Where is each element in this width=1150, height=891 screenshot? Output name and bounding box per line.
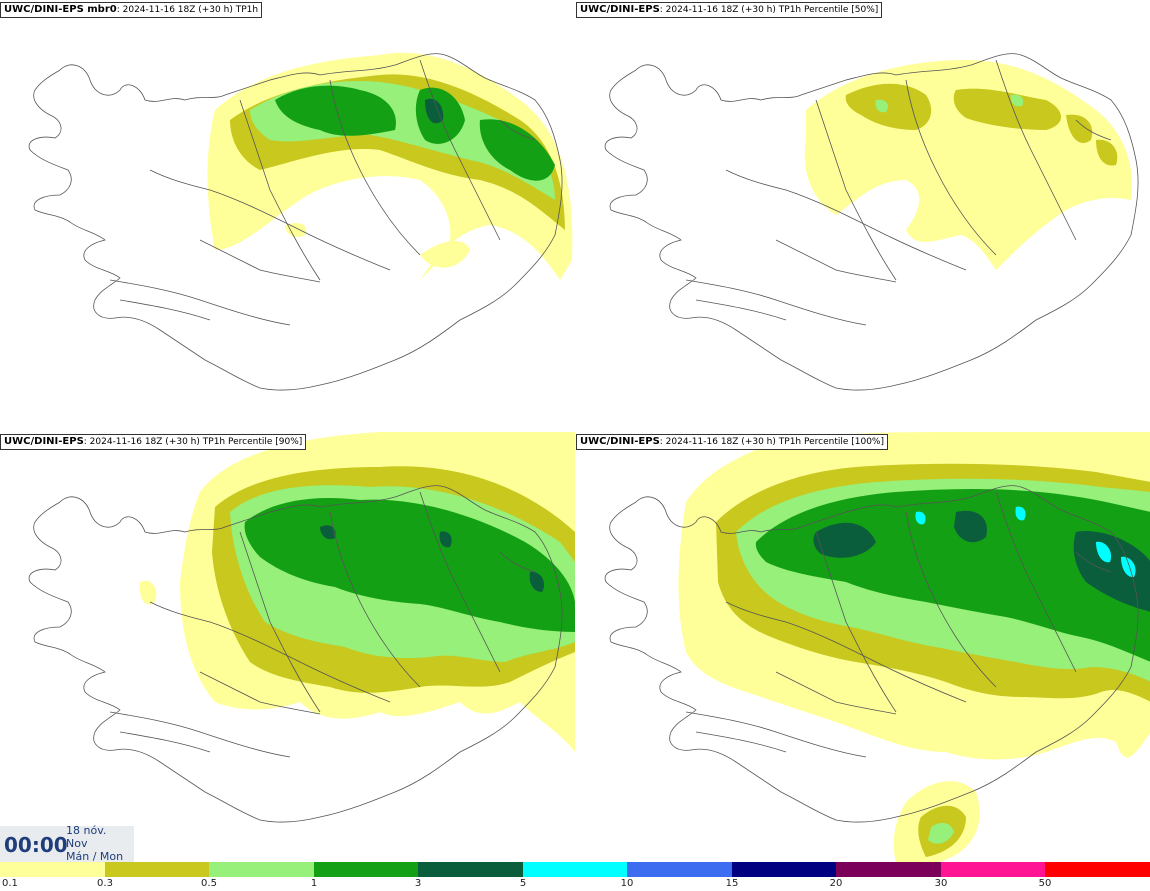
precipitation-map xyxy=(604,432,1150,863)
legend-label: 15 xyxy=(725,878,739,889)
precipitation-map xyxy=(604,53,1139,391)
legend-swatch xyxy=(0,862,105,877)
panel-title: UWC/DINI-EPS: 2024-11-16 18Z (+30 h) TP1… xyxy=(0,434,307,450)
map-panel-p90: UWC/DINI-EPS: 2024-11-16 18Z (+30 h) TP1… xyxy=(0,432,575,863)
legend-swatch xyxy=(418,862,523,877)
legend-swatch xyxy=(836,862,941,877)
valid-weekday: Mán / Mon xyxy=(66,850,124,863)
legend-swatch xyxy=(627,862,732,877)
panel-title: UWC/DINI-EPS mbr0: 2024-11-16 18Z (+30 h… xyxy=(0,2,263,18)
precip-field xyxy=(804,60,1132,270)
legend-label: 0.5 xyxy=(201,878,217,889)
precipitation-map xyxy=(28,432,575,823)
legend-label: 0.1 xyxy=(2,878,18,889)
legend-swatch xyxy=(731,862,837,877)
legend-label: 5 xyxy=(519,878,527,889)
valid-date: 18 nóv. Nov Mán / Mon xyxy=(66,824,123,863)
legend-label: 1 xyxy=(310,878,318,889)
legend-label: 0.3 xyxy=(97,878,113,889)
map-panel-p100: UWC/DINI-EPS: 2024-11-16 18Z (+30 h) TP1… xyxy=(576,432,1150,863)
panel-title: UWC/DINI-EPS: 2024-11-16 18Z (+30 h) TP1… xyxy=(576,2,883,18)
precip-color-legend: 0.1 0.3 0.5 1 3 5 10 15 20 30 50 xyxy=(0,862,1150,891)
map-panel-p50: UWC/DINI-EPS: 2024-11-16 18Z (+30 h) TP1… xyxy=(576,0,1150,431)
legend-swatch xyxy=(104,862,210,877)
precip-field xyxy=(678,432,1150,863)
legend-label: 20 xyxy=(829,878,843,889)
legend-label: 10 xyxy=(620,878,634,889)
legend-swatch xyxy=(940,862,1046,877)
valid-month: Nov xyxy=(66,837,88,850)
legend-label: 50 xyxy=(1038,878,1052,889)
map-panel-mbr0: UWC/DINI-EPS mbr0: 2024-11-16 18Z (+30 h… xyxy=(0,0,575,431)
panel-title: UWC/DINI-EPS: 2024-11-16 18Z (+30 h) TP1… xyxy=(576,434,888,450)
valid-time: 00:00 xyxy=(4,833,68,857)
legend-label: 30 xyxy=(934,878,948,889)
legend-swatch xyxy=(1045,862,1150,877)
valid-day: 18 nóv. xyxy=(66,824,107,837)
precip-field xyxy=(139,432,575,752)
legend-swatch xyxy=(522,862,628,877)
legend-swatch xyxy=(209,862,314,877)
precip-field xyxy=(207,52,573,280)
valid-time-box: 00:00 18 nóv. Nov Mán / Mon xyxy=(0,824,134,863)
legend-label: 3 xyxy=(414,878,422,889)
legend-swatch xyxy=(313,862,419,877)
precipitation-map xyxy=(28,52,573,391)
legend-color-bar xyxy=(0,862,1150,877)
